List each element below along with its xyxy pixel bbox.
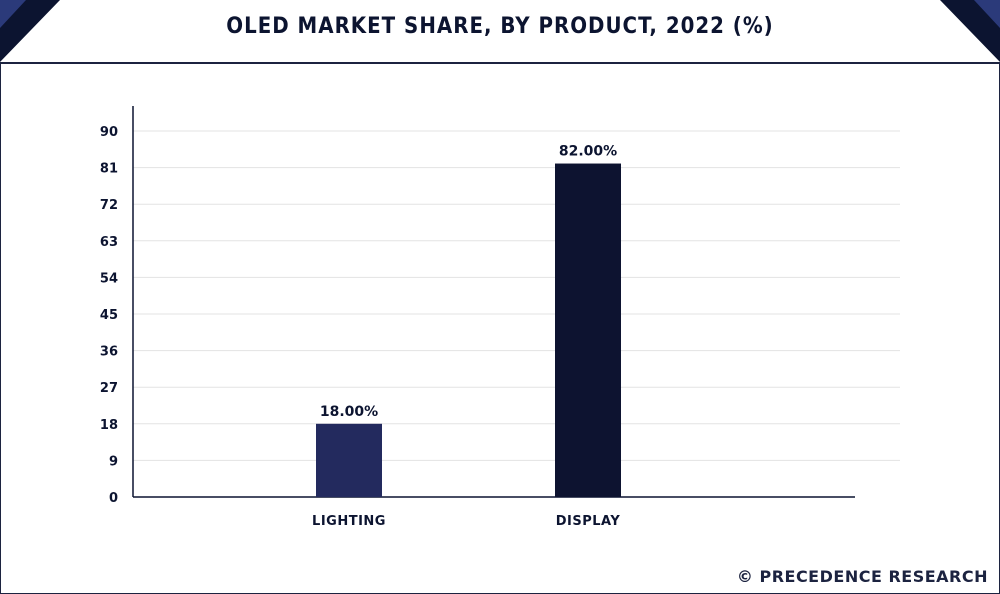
data-label: 82.00%: [559, 144, 617, 160]
y-tick-label: 54: [100, 271, 118, 286]
data-label: 18.00%: [320, 404, 378, 420]
y-tick-label: 81: [100, 162, 118, 177]
y-tick-label: 18: [100, 418, 118, 433]
x-category-label: DISPLAY: [556, 514, 621, 529]
bar-display: [555, 163, 621, 498]
y-tick-label: 72: [100, 198, 118, 213]
x-category-label: LIGHTING: [312, 514, 386, 529]
data-labels: 18.00% 82.00%: [320, 144, 617, 420]
grid-lines: [133, 130, 900, 461]
y-tick-label: 45: [100, 308, 118, 323]
corner-accent-right: [974, 0, 1000, 28]
bar-lighting: [316, 423, 382, 497]
header-band: OLED MARKET SHARE, BY PRODUCT, 2022 (%): [0, 0, 1000, 64]
y-tick-label: 0: [109, 491, 118, 506]
y-tick-label: 63: [100, 235, 118, 250]
x-axis-categories: LIGHTING DISPLAY: [312, 514, 620, 529]
y-tick-label: 90: [100, 125, 118, 140]
bars: [316, 163, 621, 498]
y-tick-label: 36: [100, 345, 118, 360]
y-tick-label: 27: [100, 381, 118, 396]
chart-title: OLED MARKET SHARE, BY PRODUCT, 2022 (%): [226, 14, 774, 39]
y-tick-label: 9: [109, 454, 118, 469]
y-axis-ticks: 0 9 18 27 36 45 54 63 72 81 90: [100, 125, 118, 506]
copyright-text: © PRECEDENCE RESEARCH: [736, 567, 988, 586]
corner-accent-left: [0, 0, 26, 28]
